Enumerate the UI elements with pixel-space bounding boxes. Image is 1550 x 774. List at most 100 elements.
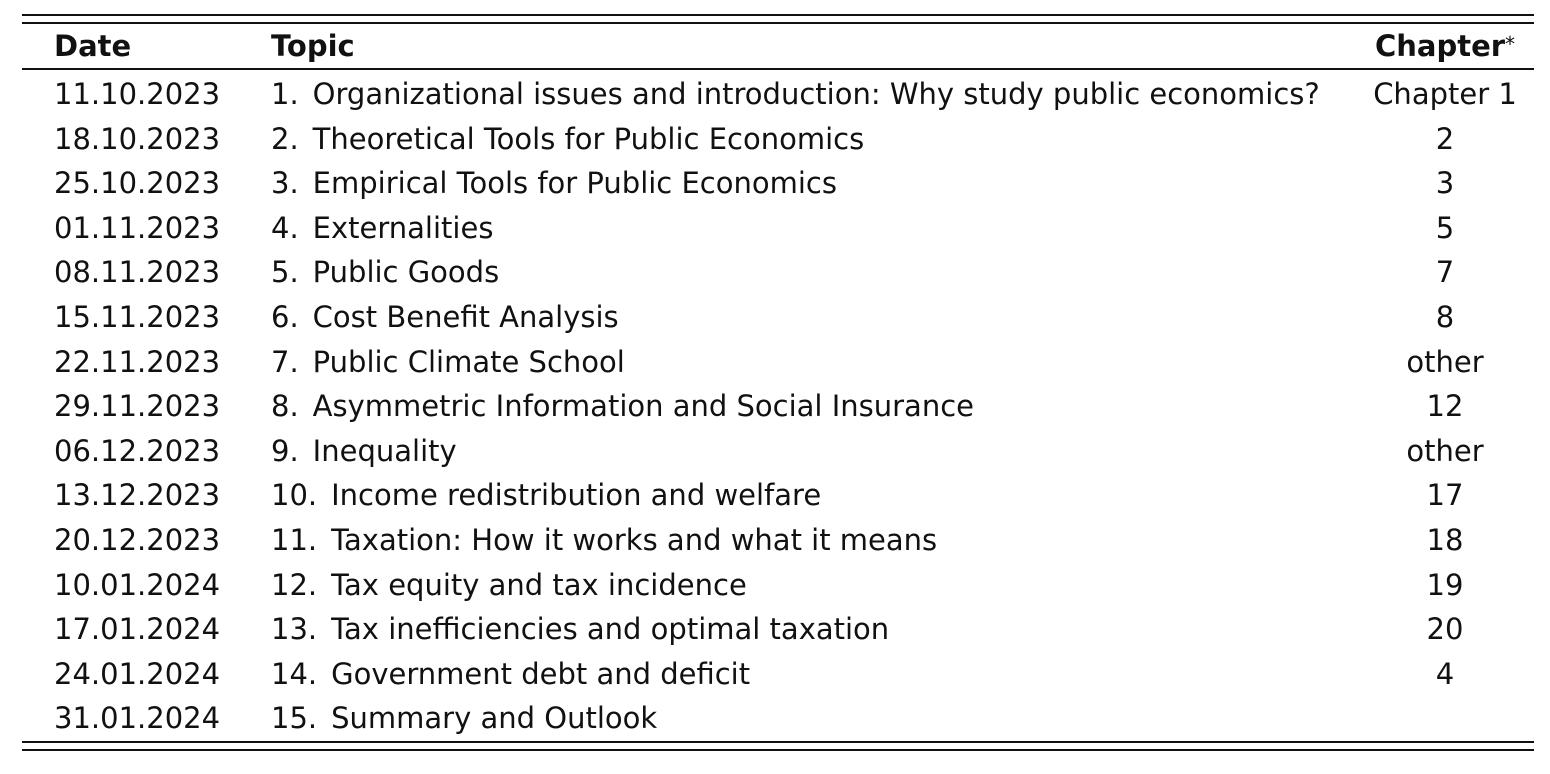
row-topic: 12. Tax equity and tax incidence [271, 563, 1356, 608]
row-topic-number: 9. [271, 433, 299, 468]
row-topic-number: 11. [271, 522, 318, 557]
row-chapter: 5 [1435, 210, 1455, 245]
row-topic-number: 4. [271, 210, 299, 245]
row-topic: 5. Public Goods [271, 250, 1356, 295]
row-topic-title: Inequality [312, 433, 457, 468]
row-date: 13.12.2023 [54, 478, 221, 513]
table-row: 10.01.2024 12. Tax equity and tax inciden… [22, 563, 1534, 608]
row-date: 11.10.2023 [54, 77, 221, 111]
row-topic: 9. Inequality [271, 429, 1356, 474]
table-row: 01.11.2023 4. Externalities 5 [22, 206, 1534, 251]
row-topic-title: Summary and Outlook [331, 701, 658, 736]
row-topic-number: 3. [271, 166, 299, 201]
row-chapter: 17 [1426, 478, 1464, 513]
row-topic-title: Taxation: How it works and what it means [331, 522, 938, 557]
row-topic: 7. Public Climate School [271, 340, 1356, 385]
schedule-rows: 11.10.2023 1. Organizational issues and i… [22, 70, 1534, 741]
row-date: 06.12.2023 [54, 433, 221, 468]
table-row: 13.12.2023 10. Income redistribution and … [22, 473, 1534, 518]
row-topic-title: Public Climate School [312, 344, 625, 379]
schedule-body-table: 11.10.2023 1. Organizational issues and i… [22, 70, 1534, 741]
row-chapter: 20 [1426, 612, 1464, 647]
row-topic-title: Public Goods [312, 255, 500, 290]
header-rule [22, 68, 1534, 70]
row-topic: 13. Tax inefficiencies and optimal taxati… [271, 607, 1356, 652]
row-chapter: 7 [1435, 255, 1455, 290]
row-date: 22.11.2023 [54, 344, 221, 379]
header-chapter-label: Chapter [1374, 29, 1506, 63]
row-topic: 11. Taxation: How it works and what it me… [271, 518, 1356, 563]
row-chapter: 8 [1435, 299, 1455, 334]
row-chapter: 18 [1426, 522, 1464, 557]
row-topic-title: Organizational issues and introduction: … [312, 77, 1320, 111]
table-row: 25.10.2023 3. Empirical Tools for Public … [22, 161, 1534, 206]
table-row: 24.01.2024 14. Government debt and defici… [22, 652, 1534, 697]
row-topic-title: Tax inefficiencies and optimal taxation [331, 612, 890, 647]
row-chapter: Chapter 1 [1373, 77, 1517, 111]
row-topic: 8. Asymmetric Information and Social Insu… [271, 384, 1356, 429]
row-topic: 10. Income redistribution and welfare [271, 473, 1356, 518]
table-row: 29.11.2023 8. Asymmetric Information and … [22, 384, 1534, 429]
row-topic-number: 10. [271, 478, 318, 513]
row-topic: 2. Theoretical Tools for Public Economics [271, 117, 1356, 162]
row-topic: 4. Externalities [271, 206, 1356, 251]
row-topic-number: 13. [271, 612, 318, 647]
top-double-rule [22, 14, 1534, 24]
row-date: 31.01.2024 [54, 701, 221, 736]
row-chapter: other [1406, 433, 1484, 468]
row-topic-title: Externalities [312, 210, 494, 245]
row-topic: 14. Government debt and deficit [271, 652, 1356, 697]
row-topic-number: 1. [271, 77, 299, 111]
row-topic: 6. Cost Benefit Analysis [271, 295, 1356, 340]
row-date: 01.11.2023 [54, 210, 221, 245]
row-chapter: 3 [1435, 166, 1455, 201]
row-topic: 15. Summary and Outlook [271, 696, 1356, 741]
row-topic-number: 15. [271, 701, 318, 736]
row-chapter: 4 [1435, 656, 1455, 691]
table-row: 31.01.2024 15. Summary and Outlook [22, 696, 1534, 741]
row-chapter: 2 [1435, 121, 1455, 156]
table-row: 22.11.2023 7. Public Climate School other [22, 340, 1534, 385]
row-topic-number: 14. [271, 656, 318, 691]
row-topic-title: Empirical Tools for Public Economics [312, 166, 837, 201]
row-topic-title: Theoretical Tools for Public Economics [312, 121, 865, 156]
row-topic-title: Cost Benefit Analysis [312, 299, 619, 334]
row-chapter: other [1406, 344, 1484, 379]
row-date: 18.10.2023 [54, 121, 221, 156]
header-row: Date Topic Chapter* [22, 24, 1534, 68]
row-date: 08.11.2023 [54, 255, 221, 290]
table-row: 20.12.2023 11. Taxation: How it works and… [22, 518, 1534, 563]
row-topic-title: Asymmetric Information and Social Insura… [312, 389, 974, 424]
row-topic-title: Tax equity and tax incidence [331, 567, 747, 602]
row-chapter: 12 [1426, 389, 1464, 424]
row-topic: 1. Organizational issues and introduction… [271, 70, 1356, 117]
row-date: 17.01.2024 [54, 612, 221, 647]
table-row: 17.01.2024 13. Tax inefficiencies and opt… [22, 607, 1534, 652]
row-topic-title: Government debt and deficit [331, 656, 751, 691]
table-row: 08.11.2023 5. Public Goods 7 [22, 250, 1534, 295]
row-topic-number: 2. [271, 121, 299, 156]
header-date: Date [54, 29, 132, 63]
table-row: 15.11.2023 6. Cost Benefit Analysis 8 [22, 295, 1534, 340]
row-topic-title: Income redistribution and welfare [331, 478, 822, 513]
table-row: 18.10.2023 2. Theoretical Tools for Publi… [22, 117, 1534, 162]
row-chapter [1356, 696, 1534, 741]
row-date: 24.01.2024 [54, 656, 221, 691]
row-topic: 3. Empirical Tools for Public Economics [271, 161, 1356, 206]
row-topic-number: 6. [271, 299, 299, 334]
row-date: 15.11.2023 [54, 299, 221, 334]
table-row: 06.12.2023 9. Inequality other [22, 429, 1534, 474]
row-date: 29.11.2023 [54, 389, 221, 424]
row-date: 25.10.2023 [54, 166, 221, 201]
header-chapter: Chapter* [1356, 24, 1534, 68]
row-topic-number: 7. [271, 344, 299, 379]
row-date: 10.01.2024 [54, 567, 221, 602]
bottom-double-rule [22, 740, 1534, 751]
row-topic-number: 8. [271, 389, 299, 424]
row-topic-number: 5. [271, 255, 299, 290]
schedule-table-container: Date Topic Chapter* 11.10.2023 1. Organiz… [22, 14, 1534, 751]
row-topic-number: 12. [271, 567, 318, 602]
table-row: 11.10.2023 1. Organizational issues and i… [22, 70, 1534, 117]
row-date: 20.12.2023 [54, 522, 221, 557]
header-topic: Topic [271, 29, 355, 63]
